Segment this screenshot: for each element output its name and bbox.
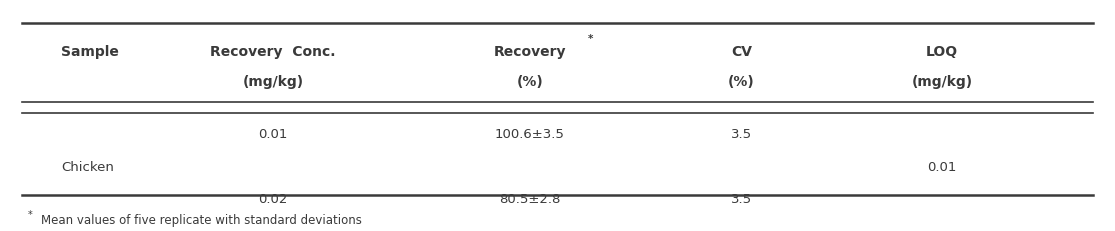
Text: (mg/kg): (mg/kg) (912, 75, 972, 89)
Text: CV: CV (731, 45, 752, 59)
Text: (mg/kg): (mg/kg) (243, 75, 303, 89)
Text: Recovery  Conc.: Recovery Conc. (211, 45, 336, 59)
Text: LOQ: LOQ (927, 45, 958, 59)
Text: Mean values of five replicate with standard deviations: Mean values of five replicate with stand… (41, 213, 362, 226)
Text: (%): (%) (728, 75, 755, 89)
Text: *: * (588, 34, 593, 44)
Text: 100.6±3.5: 100.6±3.5 (495, 128, 564, 140)
Text: (%): (%) (516, 75, 543, 89)
Text: 0.01: 0.01 (928, 160, 957, 173)
Text: 80.5±2.8: 80.5±2.8 (498, 192, 561, 205)
Text: *: * (28, 209, 32, 219)
Text: Chicken: Chicken (61, 160, 114, 173)
Text: 3.5: 3.5 (731, 128, 752, 140)
Text: 0.02: 0.02 (259, 192, 288, 205)
Text: 0.01: 0.01 (259, 128, 288, 140)
Text: 3.5: 3.5 (731, 192, 752, 205)
Text: Recovery: Recovery (493, 45, 566, 59)
Text: Sample: Sample (61, 45, 119, 59)
